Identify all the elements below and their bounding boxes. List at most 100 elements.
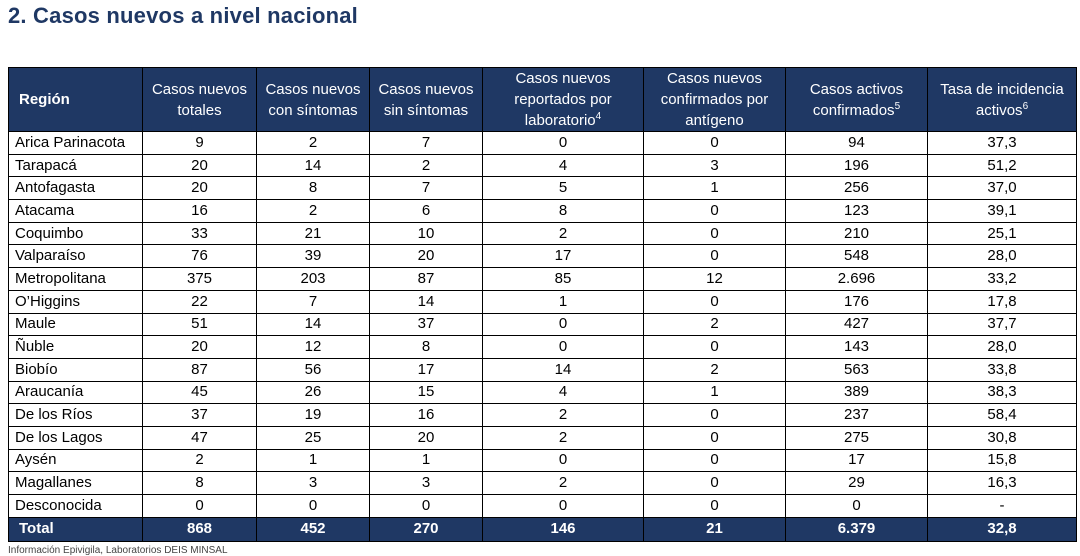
cell-value: 0: [482, 494, 644, 518]
region-name: Magallanes: [8, 471, 143, 495]
cell-value: 0: [643, 244, 786, 269]
region-name: Maule: [8, 312, 143, 337]
cell-value: 0: [142, 494, 257, 518]
cell-value: 15: [369, 380, 483, 405]
cell-value: 1: [369, 448, 483, 473]
column-header: Casos nuevos sin síntomas: [369, 67, 483, 132]
cell-value: 39,1: [927, 199, 1077, 223]
cell-value: 0: [643, 335, 786, 359]
cell-value: 14: [369, 289, 483, 314]
cell-value: 33,2: [927, 267, 1077, 291]
cell-value: 2: [482, 425, 644, 450]
cell-value: 256: [785, 176, 928, 201]
region-name: Desconocida: [8, 494, 143, 518]
region-name: Arica Parinacota: [8, 131, 143, 155]
table-row: Metropolitana 375 203 87 85 12 2.696 33,2: [8, 267, 1077, 291]
cell-value: 0: [482, 335, 644, 359]
cell-value: 2: [643, 357, 786, 382]
region-name: Atacama: [8, 199, 143, 223]
cell-value: 37,0: [927, 176, 1077, 201]
cell-value: 20: [142, 335, 257, 359]
total-value: 270: [369, 516, 483, 542]
page-title: 2. Casos nuevos a nivel nacional: [8, 3, 358, 28]
total-value: 452: [256, 516, 370, 542]
cell-value: 47: [142, 425, 257, 450]
cell-value: 20: [369, 425, 483, 450]
footnote-marker: 6: [1022, 100, 1029, 112]
cell-value: 16,3: [927, 471, 1077, 495]
region-name: Metropolitana: [8, 267, 143, 291]
region-name: De los Lagos: [8, 425, 143, 450]
total-value: 32,8: [927, 516, 1077, 542]
cell-value: 58,4: [927, 403, 1077, 427]
cell-value: 25: [256, 425, 370, 450]
table-row: De los Lagos 47 25 20 2 0 275 30,8: [8, 425, 1077, 450]
cell-value: 1: [482, 289, 644, 314]
cell-value: 2.696: [785, 267, 928, 291]
cell-value: 12: [643, 267, 786, 291]
region-name: Antofagasta: [8, 176, 143, 201]
cell-value: 37: [142, 403, 257, 427]
region-name: O’Higgins: [8, 289, 143, 314]
cell-value: 20: [142, 153, 257, 178]
cell-value: 1: [256, 448, 370, 473]
cell-value: 0: [482, 131, 644, 155]
cell-value: 21: [256, 221, 370, 246]
column-header: Tasa de incidencia activos6: [927, 67, 1077, 132]
cell-value: 427: [785, 312, 928, 337]
cell-value: 8: [256, 176, 370, 201]
cell-value: 33: [142, 221, 257, 246]
cell-value: 14: [256, 153, 370, 178]
cell-value: 37,3: [927, 131, 1077, 155]
table-row: O’Higgins 22 7 14 1 0 176 17,8: [8, 289, 1077, 314]
cell-value: 38,3: [927, 380, 1077, 405]
cell-value: 87: [369, 267, 483, 291]
cell-value: 0: [256, 494, 370, 518]
table-row: Coquimbo 33 21 10 2 0 210 25,1: [8, 221, 1077, 246]
cell-value: 203: [256, 267, 370, 291]
cases-table: Región Casos nuevos totales Casos nuevos c…: [8, 67, 1077, 542]
cell-value: 45: [142, 380, 257, 405]
cell-value: 12: [256, 335, 370, 359]
cell-value: 123: [785, 199, 928, 223]
cell-value: 39: [256, 244, 370, 269]
table-row: Araucanía 45 26 15 4 1 389 38,3: [8, 380, 1077, 405]
cell-value: 2: [369, 153, 483, 178]
cell-value: 0: [643, 494, 786, 518]
cell-value: 8: [482, 199, 644, 223]
cell-value: 1: [643, 176, 786, 201]
table-body: Arica Parinacota 9 2 7 0 0 94 37,3 Tarapacá 20 14 2…: [8, 131, 1077, 518]
table-row: Atacama 16 2 6 8 0 123 39,1: [8, 199, 1077, 223]
cell-value: 37,7: [927, 312, 1077, 337]
cell-value: 17: [785, 448, 928, 473]
cell-value: 2: [142, 448, 257, 473]
cell-value: 94: [785, 131, 928, 155]
region-name: Valparaíso: [8, 244, 143, 269]
cell-value: 29: [785, 471, 928, 495]
cell-value: 3: [369, 471, 483, 495]
cell-value: 237: [785, 403, 928, 427]
column-header: Casos nuevos con síntomas: [256, 67, 370, 132]
cell-value: 4: [482, 380, 644, 405]
region-name: Araucanía: [8, 380, 143, 405]
cell-value: 6: [369, 199, 483, 223]
cell-value: 15,8: [927, 448, 1077, 473]
cell-value: 210: [785, 221, 928, 246]
cell-value: 14: [256, 312, 370, 337]
cell-value: 9: [142, 131, 257, 155]
cell-value: 0: [643, 221, 786, 246]
cell-value: 76: [142, 244, 257, 269]
header-row: Región Casos nuevos totales Casos nuevos c…: [8, 67, 1077, 132]
column-header-region: Región: [8, 67, 143, 132]
total-row: Total 868 452 270 146 21 6.379 32,8: [8, 516, 1077, 542]
cell-value: 22: [142, 289, 257, 314]
table-row: Tarapacá 20 14 2 4 3 196 51,2: [8, 153, 1077, 178]
table-row: Ñuble 20 12 8 0 0 143 28,0: [8, 335, 1077, 359]
table-row: Aysén 2 1 1 0 0 17 15,8: [8, 448, 1077, 473]
column-header: Casos nuevos totales: [142, 67, 257, 132]
cell-value: 85: [482, 267, 644, 291]
cell-value: 28,0: [927, 244, 1077, 269]
table-row: Biobío 87 56 17 14 2 563 33,8: [8, 357, 1077, 382]
cell-value: 17: [482, 244, 644, 269]
cell-value: 2: [482, 221, 644, 246]
